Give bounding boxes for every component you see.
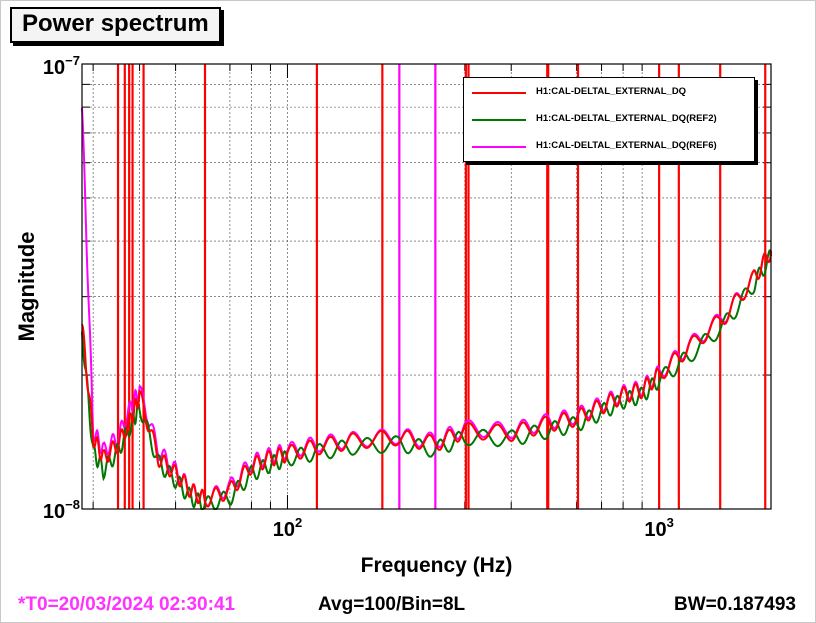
y-tick-label-max: 10−7 [43, 53, 80, 79]
legend-label-3: H1:CAL-DELTAL_EXTERNAL_DQ(REF6) [536, 140, 717, 151]
legend-label-1: H1:CAL-DELTAL_EXTERNAL_DQ [536, 86, 687, 97]
chart-title: Power spectrum [10, 7, 221, 43]
legend-label-2: H1:CAL-DELTAL_EXTERNAL_DQ(REF2) [536, 113, 717, 124]
series-line-1 [81, 250, 772, 508]
footer-bw: BW=0.187493 [674, 594, 796, 615]
legend-entry-3: H1:CAL-DELTAL_EXTERNAL_DQ(REF6) [464, 137, 754, 157]
x-tick-label-100: 102 [273, 515, 302, 541]
x-axis-label: Frequency (Hz) [361, 554, 513, 577]
legend-line-magenta [472, 146, 526, 148]
legend-entry-1: H1:CAL-DELTAL_EXTERNAL_DQ [464, 83, 754, 103]
legend-line-green [472, 119, 526, 121]
legend-line-red [472, 92, 526, 94]
y-axis-label: Magnitude [14, 232, 39, 342]
y-tick-label-min: 10−8 [43, 497, 80, 523]
series-line-2 [81, 249, 772, 510]
legend-entry-2: H1:CAL-DELTAL_EXTERNAL_DQ(REF2) [464, 110, 754, 130]
footer-t0: *T0=20/03/2024 02:30:41 [18, 594, 236, 615]
series-line-3 [81, 107, 772, 508]
x-tick-label-1000: 103 [644, 515, 673, 541]
footer-avg: Avg=100/Bin=8L [318, 594, 466, 615]
legend: H1:CAL-DELTAL_EXTERNAL_DQ H1:CAL-DELTAL_… [463, 77, 755, 162]
axes-frame [81, 63, 772, 510]
